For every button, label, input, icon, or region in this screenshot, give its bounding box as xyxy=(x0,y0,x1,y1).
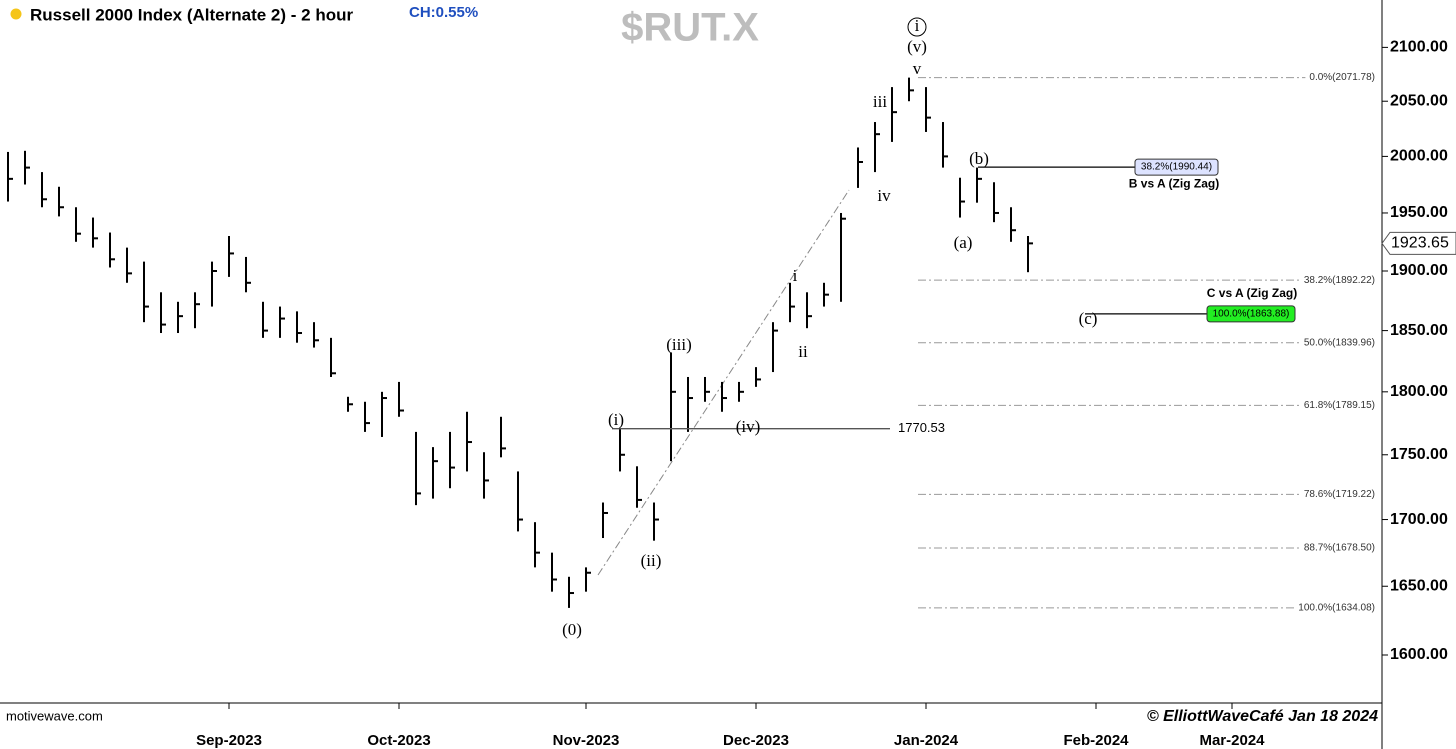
x-tick-label: Nov-2023 xyxy=(553,732,620,749)
fib-label: 38.2%(1892.22) xyxy=(1304,275,1375,286)
projection-label: 100.0%(1863.88) xyxy=(1213,309,1290,320)
projection-box xyxy=(1134,158,1219,176)
y-tick-label: 2000.00 xyxy=(1390,148,1448,165)
wave-label: iii xyxy=(873,92,887,111)
chart-title: Russell 2000 Index (Alternate 2) - 2 hou… xyxy=(30,5,353,24)
projection-label: 38.2%(1990.44) xyxy=(1141,162,1212,173)
x-tick-label: Dec-2023 xyxy=(723,732,789,749)
credit: © ElliottWaveCafé Jan 18 2024 xyxy=(1147,708,1378,725)
x-tick-label: Oct-2023 xyxy=(367,732,430,749)
last-price: 1923.65 xyxy=(1391,235,1449,252)
last-price-box xyxy=(1381,231,1456,255)
y-tick-label: 2050.00 xyxy=(1390,92,1448,109)
y-tick-label: 1750.00 xyxy=(1390,446,1448,463)
x-tick-label: Feb-2024 xyxy=(1063,732,1129,749)
wave-label: i xyxy=(915,16,920,35)
y-tick-label: 1600.00 xyxy=(1390,646,1448,663)
change: CH:0.55% xyxy=(409,4,478,21)
fib-label: 88.7%(1678.50) xyxy=(1304,543,1375,554)
wave-label: ii xyxy=(798,342,808,361)
fib-label: 50.0%(1839.96) xyxy=(1304,337,1375,348)
watermark: $RUT.X xyxy=(621,6,759,50)
projection-box xyxy=(1206,305,1296,323)
y-tick-label: 1900.00 xyxy=(1390,262,1448,279)
x-tick-label: Jan-2024 xyxy=(894,732,959,749)
x-tick-label: Sep-2023 xyxy=(196,732,262,749)
fib-label: 78.6%(1719.22) xyxy=(1304,489,1375,500)
fib-label: 100.0%(1634.08) xyxy=(1298,603,1375,614)
wave-label: (v) xyxy=(907,37,927,56)
wave-label: (b) xyxy=(969,149,989,168)
wave-label: (iii) xyxy=(666,335,692,354)
wave-label: (iv) xyxy=(736,417,761,436)
fib-label: 0.0%(2071.78) xyxy=(1309,72,1375,83)
x-tick-label: Mar-2024 xyxy=(1199,732,1265,749)
wave-label: i xyxy=(793,266,798,285)
projection-note: C vs A (Zig Zag) xyxy=(1207,286,1297,300)
y-tick-label: 1700.00 xyxy=(1390,511,1448,528)
wave-label: (0) xyxy=(562,620,582,639)
wave-label: (a) xyxy=(954,233,973,252)
wave-label: v xyxy=(913,59,922,78)
y-tick-label: 2100.00 xyxy=(1390,39,1448,56)
fib-label: 61.8%(1789.15) xyxy=(1304,400,1375,411)
wave-label: (c) xyxy=(1079,309,1098,328)
y-tick-label: 1650.00 xyxy=(1390,577,1448,594)
y-tick-label: 1950.00 xyxy=(1390,204,1448,221)
source: motivewave.com xyxy=(6,708,103,723)
status-dot xyxy=(10,8,22,20)
y-tick-label: 1850.00 xyxy=(1390,322,1448,339)
wave-label: (i) xyxy=(608,410,624,429)
trendline xyxy=(597,189,850,576)
wave-label: iv xyxy=(877,186,891,205)
y-tick-label: 1800.00 xyxy=(1390,383,1448,400)
wave-circle xyxy=(907,17,927,37)
projection-note: B vs A (Zig Zag) xyxy=(1129,176,1219,190)
level-label: 1770.53 xyxy=(898,420,945,435)
wave-label: (ii) xyxy=(641,551,662,570)
